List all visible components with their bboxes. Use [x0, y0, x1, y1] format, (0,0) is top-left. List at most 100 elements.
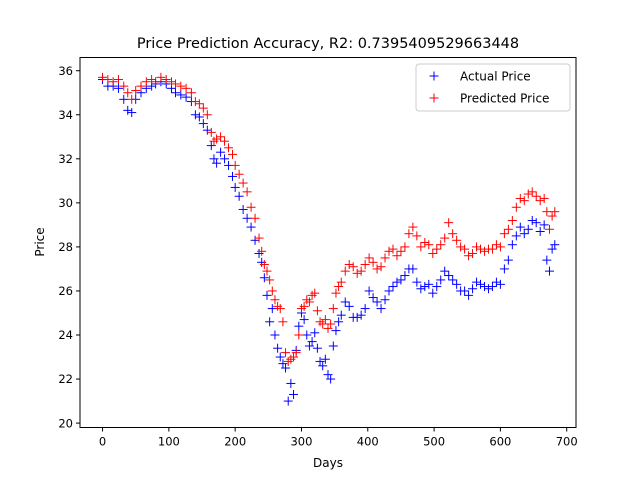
data-point — [242, 213, 252, 223]
data-point — [368, 293, 378, 303]
data-point — [523, 189, 533, 199]
data-point — [479, 246, 489, 256]
data-point — [123, 88, 133, 98]
data-point — [334, 317, 344, 327]
data-point — [176, 81, 186, 91]
data-point — [479, 282, 489, 292]
y-tick-label: 20 — [58, 416, 73, 430]
data-point — [181, 92, 191, 102]
data-point — [519, 229, 529, 239]
y-tick-label: 22 — [58, 372, 73, 386]
data-point — [550, 240, 560, 250]
data-point — [299, 301, 309, 311]
data-point — [428, 249, 438, 259]
data-point — [483, 284, 493, 294]
data-point — [304, 297, 314, 307]
data-point — [499, 229, 509, 239]
data-point — [468, 249, 478, 259]
data-point — [312, 306, 322, 316]
data-point — [392, 251, 402, 261]
y-axis-ticks: 20 22 24 26 28 30 32 34 36 — [58, 64, 80, 430]
data-point — [310, 328, 320, 338]
data-point — [535, 196, 545, 206]
data-point — [487, 244, 497, 254]
data-point — [456, 242, 466, 252]
legend: Actual Price Predicted Price — [415, 63, 571, 112]
data-point — [468, 284, 478, 294]
data-point — [326, 319, 336, 329]
data-point — [270, 295, 280, 305]
data-point — [234, 191, 244, 201]
data-point — [265, 317, 275, 327]
data-point — [507, 215, 517, 225]
y-tick-label: 36 — [58, 64, 73, 78]
data-point — [328, 304, 338, 314]
data-point — [286, 378, 296, 388]
data-point — [344, 301, 354, 311]
data-point — [281, 348, 291, 358]
data-point — [230, 182, 240, 192]
data-point — [190, 97, 200, 107]
data-point — [212, 158, 222, 168]
data-point — [491, 240, 501, 250]
data-point — [416, 242, 426, 252]
x-tick-label: 300 — [290, 435, 312, 449]
data-point — [460, 244, 470, 254]
data-point — [495, 242, 505, 252]
data-point — [400, 242, 410, 252]
data-point — [328, 341, 338, 351]
data-point — [380, 253, 390, 263]
y-tick-label: 24 — [58, 328, 73, 342]
data-point — [376, 262, 386, 272]
data-point — [220, 154, 230, 164]
data-point — [246, 222, 256, 232]
data-point — [170, 79, 180, 89]
data-point — [119, 94, 129, 104]
data-point — [428, 288, 438, 298]
data-point — [113, 83, 123, 93]
x-axis-label: Days — [313, 456, 343, 470]
data-point — [388, 244, 398, 254]
data-point — [190, 110, 200, 120]
data-point — [307, 337, 317, 347]
data-point — [216, 132, 226, 142]
data-point — [326, 374, 336, 384]
data-point — [476, 244, 486, 254]
data-point — [372, 297, 382, 307]
data-point — [364, 286, 374, 296]
data-point — [259, 273, 269, 283]
data-point — [472, 242, 482, 252]
data-point — [336, 277, 346, 287]
data-point — [234, 169, 244, 179]
data-point — [503, 224, 513, 234]
data-point — [156, 72, 166, 82]
data-point — [352, 312, 362, 322]
data-point — [141, 77, 151, 87]
data-point — [408, 264, 418, 274]
data-point — [376, 304, 386, 314]
data-point — [131, 86, 141, 96]
data-point — [198, 103, 208, 113]
legend-marker — [429, 71, 439, 81]
data-point — [224, 143, 234, 153]
data-point — [432, 244, 442, 254]
data-point — [531, 218, 541, 228]
data-point — [275, 352, 285, 362]
data-point — [420, 282, 430, 292]
x-tick-label: 0 — [99, 435, 106, 449]
data-point — [384, 246, 394, 256]
data-point — [103, 75, 113, 85]
data-point — [544, 266, 554, 276]
data-point — [491, 277, 501, 287]
data-point — [194, 99, 204, 109]
data-point — [448, 275, 458, 285]
data-point — [267, 304, 277, 314]
legend-label: Actual Price — [460, 69, 531, 83]
data-point — [392, 277, 402, 287]
data-point — [281, 363, 291, 373]
data-point — [289, 389, 299, 399]
data-point — [460, 286, 470, 296]
data-point — [519, 196, 529, 206]
data-point — [539, 220, 549, 230]
data-point — [507, 240, 517, 250]
